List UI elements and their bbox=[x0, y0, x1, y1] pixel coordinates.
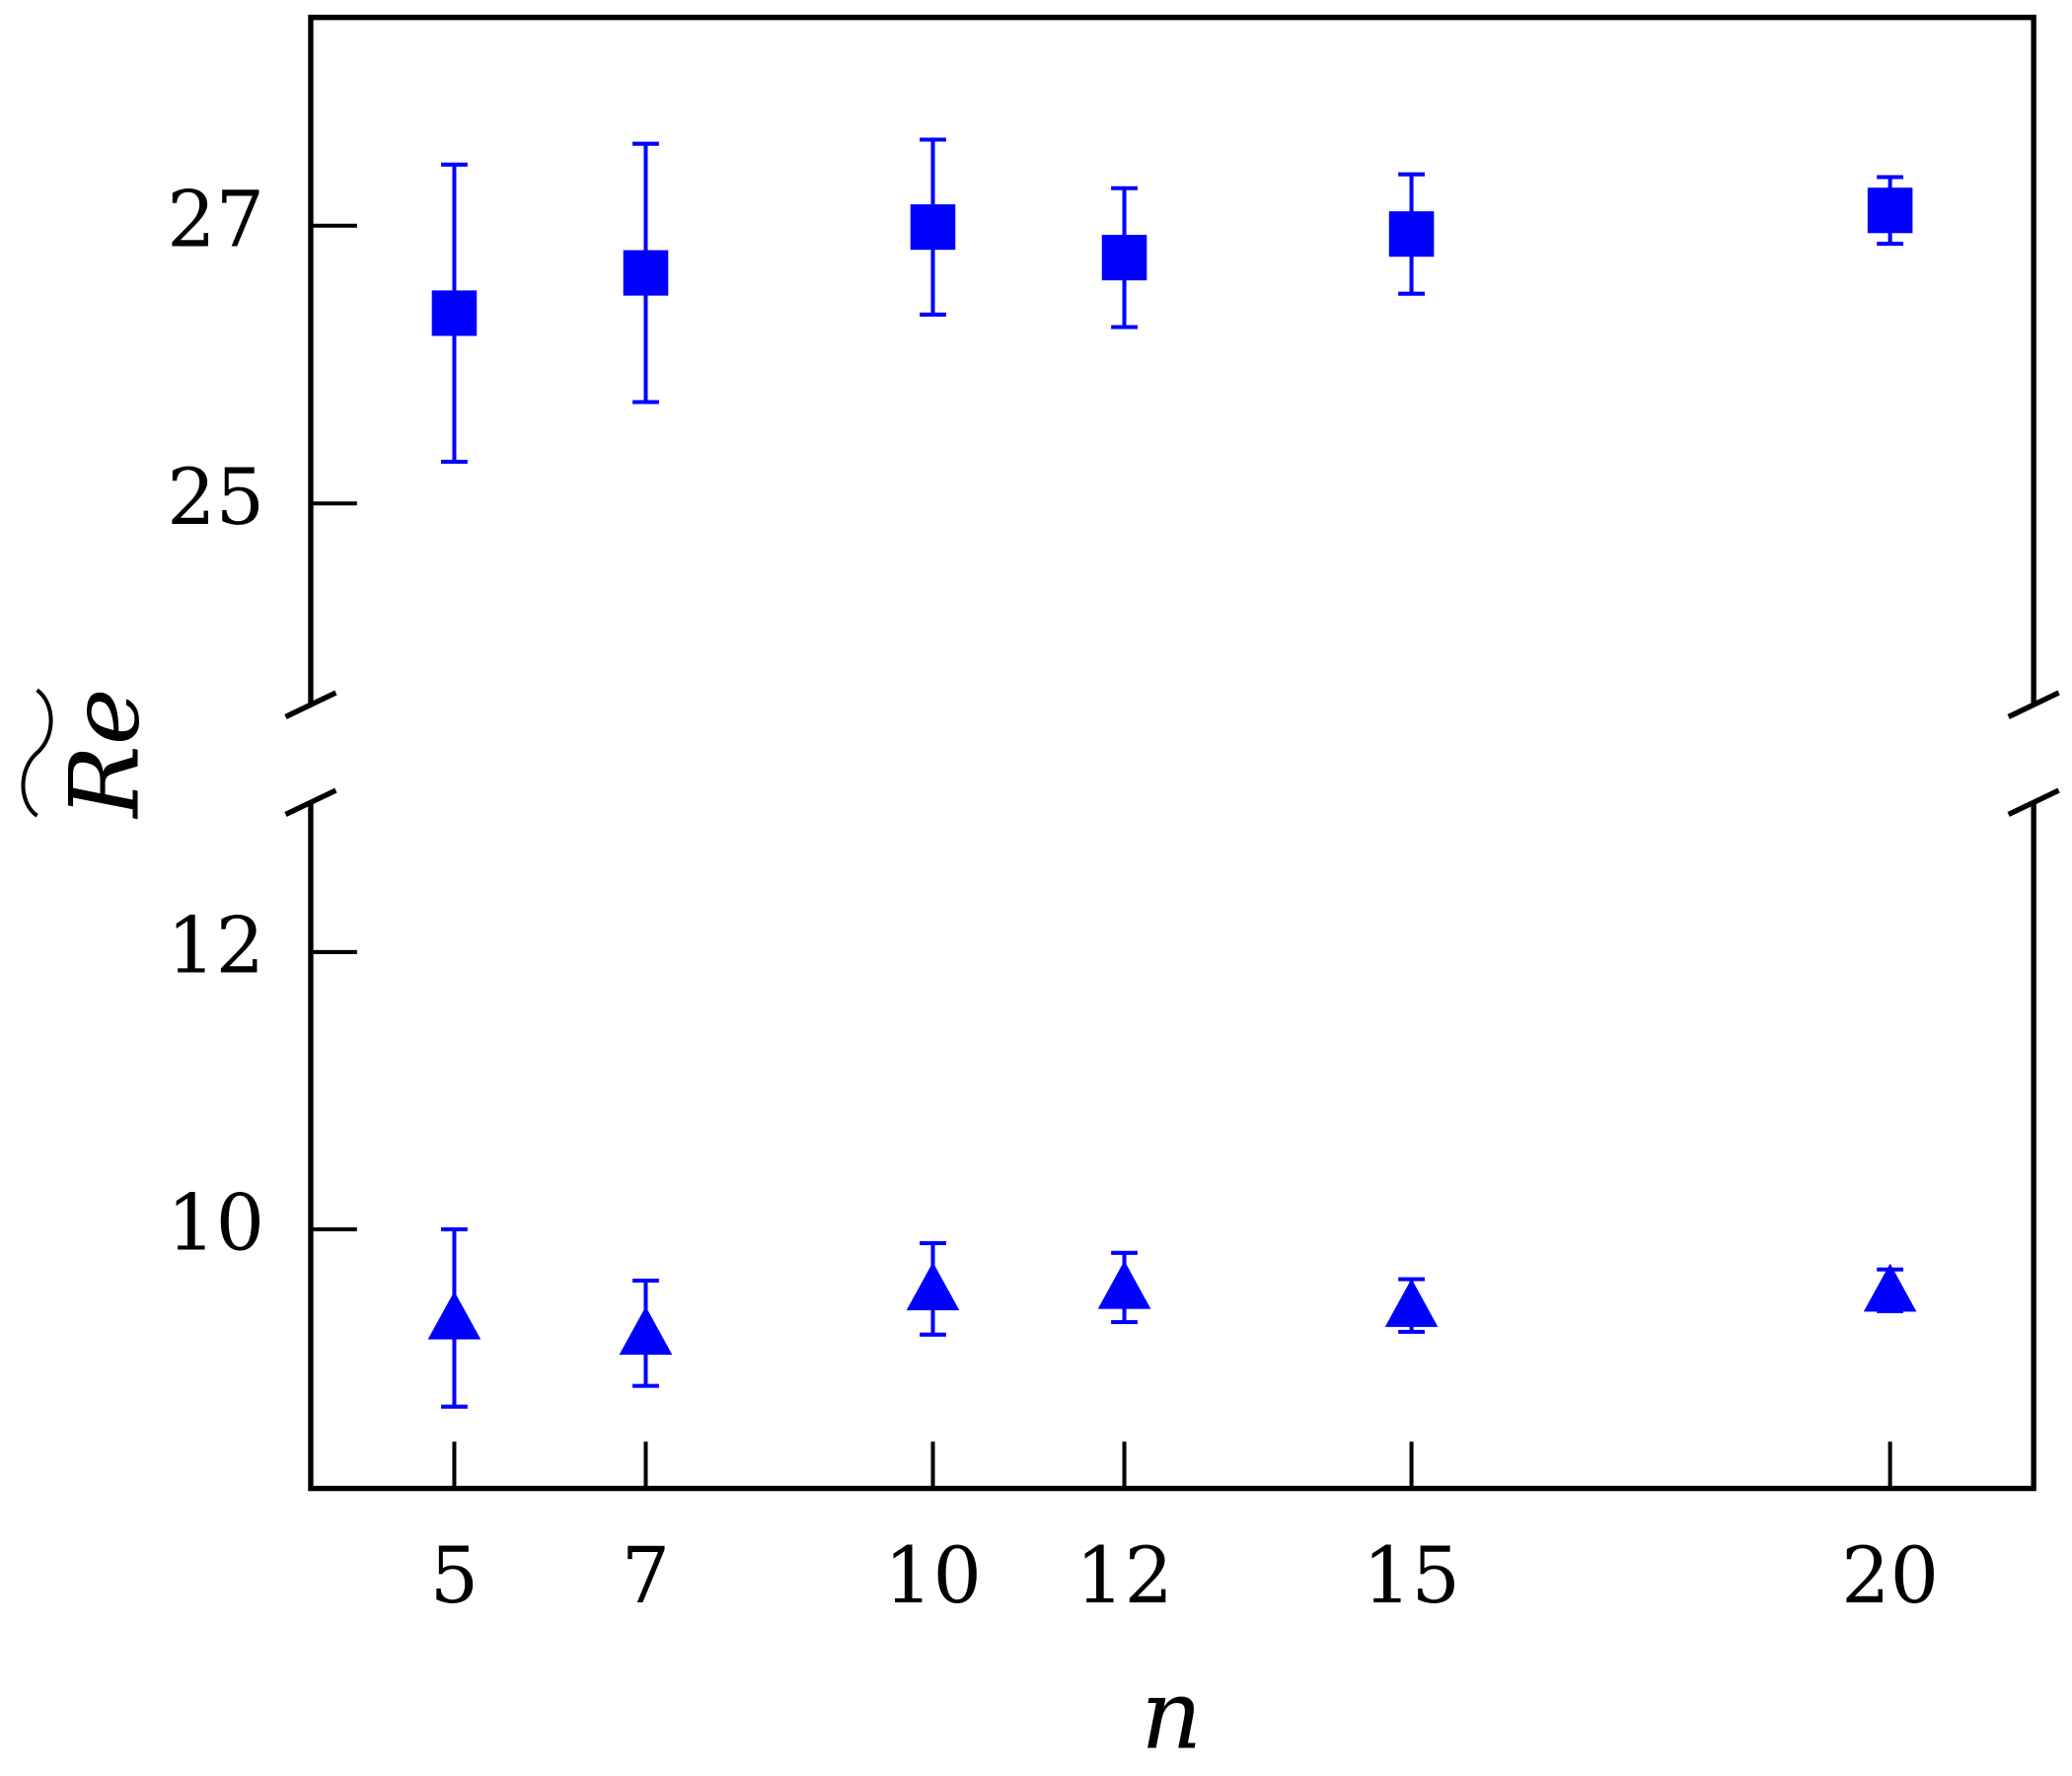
marker bbox=[1867, 187, 1913, 234]
axes-frame bbox=[308, 802, 2036, 1492]
axes-frame bbox=[308, 14, 2036, 705]
axis-break bbox=[284, 690, 2060, 817]
x-axis-label: n bbox=[1141, 1659, 1202, 1771]
marker bbox=[906, 1262, 960, 1310]
marker bbox=[1384, 1279, 1439, 1327]
marker bbox=[431, 290, 478, 336]
marker bbox=[910, 204, 956, 251]
marker bbox=[1097, 1260, 1151, 1309]
y-tick-label: 27 bbox=[167, 175, 264, 265]
x-tick-label: 20 bbox=[1841, 1531, 1939, 1622]
marker bbox=[619, 1306, 673, 1355]
tilde-accent bbox=[21, 688, 53, 818]
x-tick-label: 5 bbox=[430, 1531, 479, 1622]
marker bbox=[427, 1291, 481, 1340]
x-tick-label: 12 bbox=[1075, 1531, 1173, 1622]
x-tick-label: 15 bbox=[1363, 1531, 1460, 1622]
y-axis-label: Re bbox=[49, 688, 160, 819]
y-tick-label: 10 bbox=[167, 1178, 264, 1269]
marker bbox=[1863, 1263, 1917, 1312]
marker bbox=[1388, 211, 1435, 258]
marker bbox=[623, 250, 669, 296]
marker bbox=[1101, 235, 1147, 281]
y-tick-label: 12 bbox=[167, 901, 264, 992]
x-tick-label: 7 bbox=[622, 1531, 670, 1622]
y-tick-label: 25 bbox=[167, 452, 264, 543]
x-tick-label: 10 bbox=[884, 1531, 982, 1622]
